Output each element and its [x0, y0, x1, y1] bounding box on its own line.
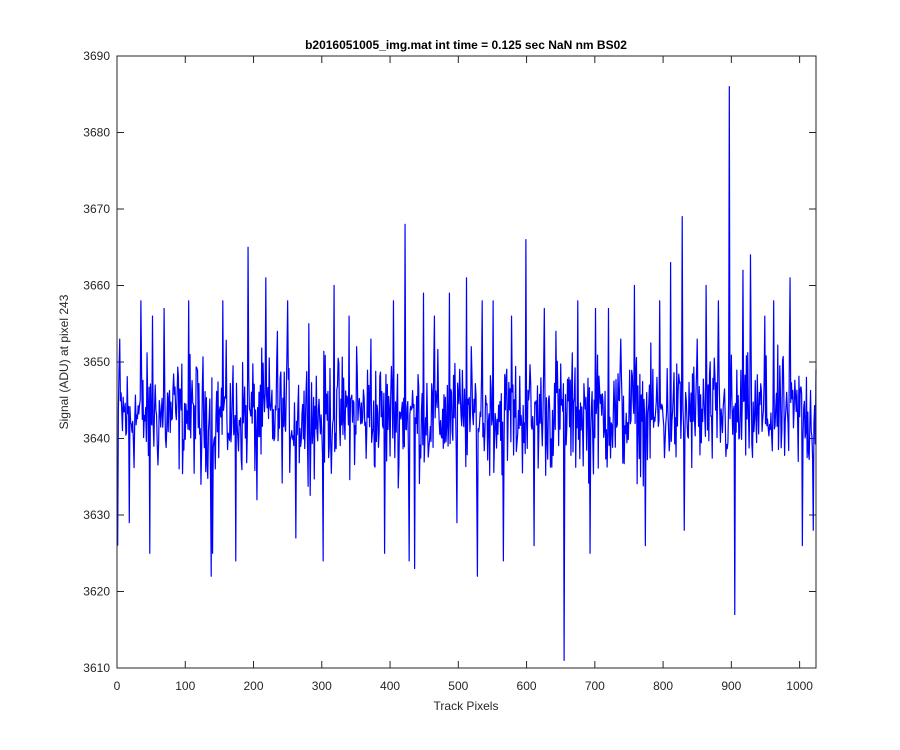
x-tick-label: 100: [175, 679, 195, 693]
x-tick-label: 400: [380, 679, 400, 693]
y-tick-label: 3640: [83, 432, 110, 446]
y-tick-label: 3610: [83, 661, 110, 675]
x-tick-label: 700: [585, 679, 605, 693]
x-axis-label: Track Pixels: [434, 699, 499, 713]
x-tick-label: 500: [448, 679, 468, 693]
x-tick-label: 300: [312, 679, 332, 693]
y-axis-label: Signal (ADU) at pixel 243: [57, 294, 71, 429]
x-tick-label: 1000: [786, 679, 813, 693]
y-tick-label: 3680: [83, 126, 110, 140]
x-tick-label: 600: [517, 679, 537, 693]
signal-series-line: [117, 85, 817, 661]
y-tick-label: 3670: [83, 202, 110, 216]
x-tick-label: 200: [244, 679, 264, 693]
y-tick-label: 3660: [83, 279, 110, 293]
plot-frame: [116, 55, 817, 669]
chart-title: b2016051005_img.mat int time = 0.125 sec…: [305, 38, 627, 52]
y-tick-label: 3690: [83, 49, 110, 63]
x-tick-label: 800: [653, 679, 673, 693]
y-tick-label: 3620: [83, 585, 110, 599]
y-tick-label: 3630: [83, 508, 110, 522]
y-tick-label: 3650: [83, 355, 110, 369]
ticks-layer: 0 100 200 300 400 500 600 700 800 900 1000 3610 3620…: [83, 49, 816, 693]
x-tick-label: 0: [114, 679, 121, 693]
x-tick-label: 900: [721, 679, 741, 693]
